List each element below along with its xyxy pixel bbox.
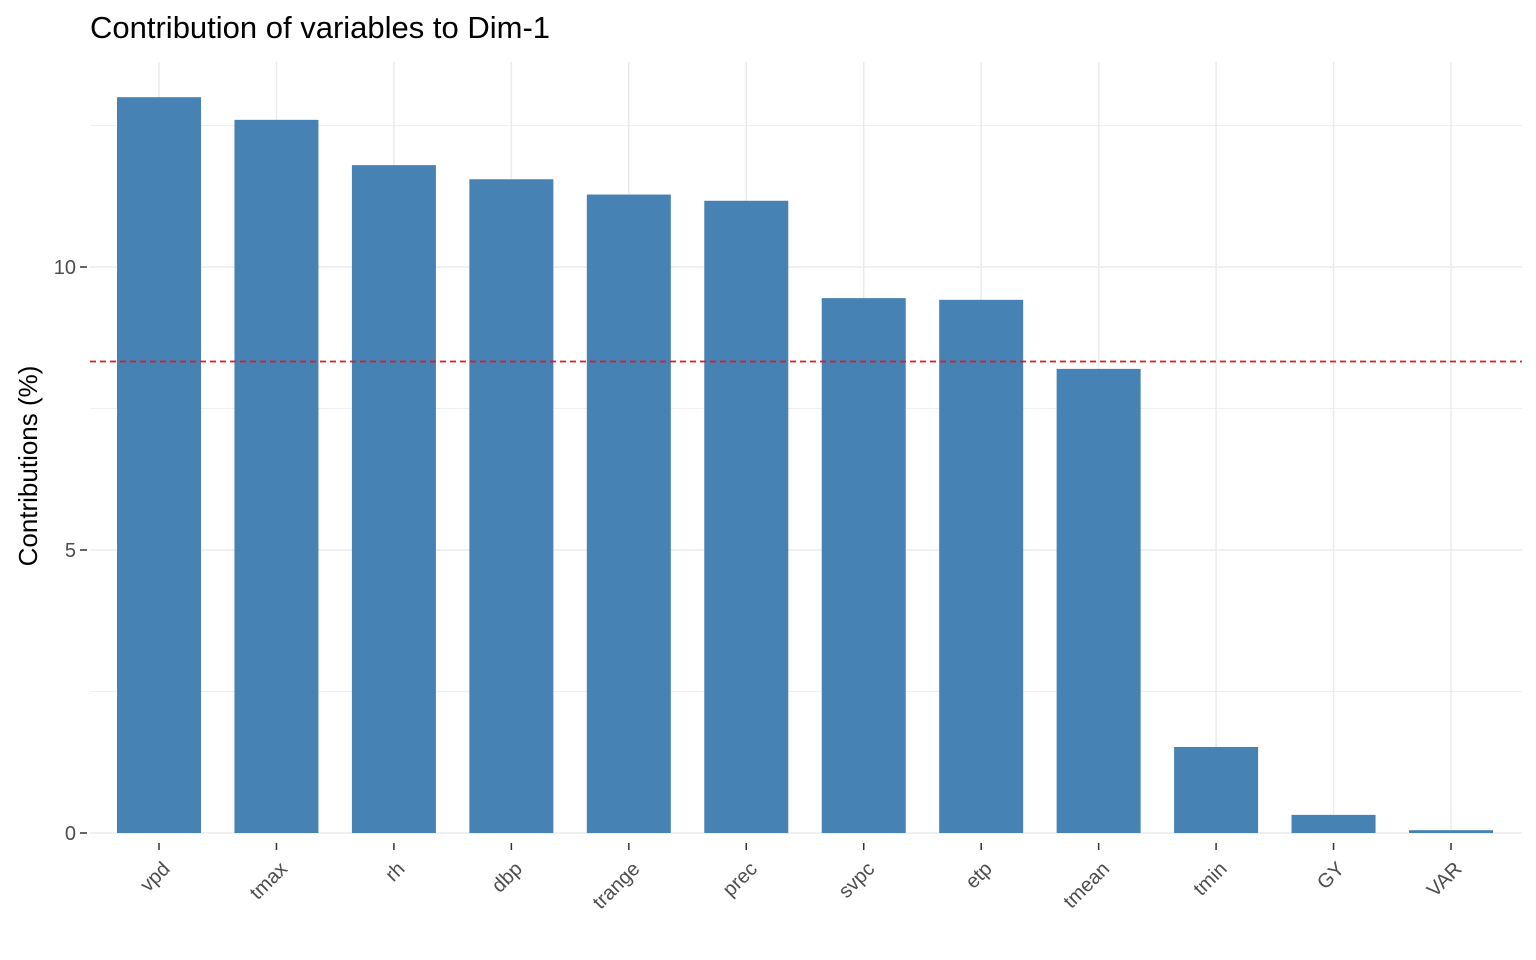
bar-tmin [1174,746,1259,833]
bar-prec [704,200,789,833]
x-tick-label: dbp [488,858,527,897]
x-tick-label: GY [1313,858,1349,894]
x-tick-label: VAR [1423,858,1467,902]
x-tick-label: trange [589,858,645,914]
chart-title: Contribution of variables to Dim-1 [90,10,551,45]
x-tick-label: prec [719,858,762,901]
bar-GY [1291,814,1376,833]
y-tick-label: 10 [54,257,76,279]
x-tick-label: rh [381,858,409,886]
bar-rh [351,165,436,833]
bar-svpc [821,298,906,833]
y-axis-title: Contributions (%) [13,366,43,567]
x-tick-label: vpd [136,858,174,896]
bar-trange [586,194,671,833]
y-tick-label: 5 [65,540,76,562]
x-tick-label: tmin [1189,858,1231,900]
bar-VAR [1409,830,1493,833]
x-tick-label: tmean [1059,858,1114,913]
bar-etp [939,299,1024,833]
bar-vpd [117,97,201,833]
x-tick-label: tmax [246,858,292,904]
bar-tmean [1056,368,1141,833]
bar-dbp [469,179,554,833]
x-tick-label: etp [961,858,996,893]
x-tick-label: svpc [835,858,880,903]
bar-tmax [234,119,319,834]
bars [117,97,1493,834]
y-tick-label: 0 [65,823,76,845]
